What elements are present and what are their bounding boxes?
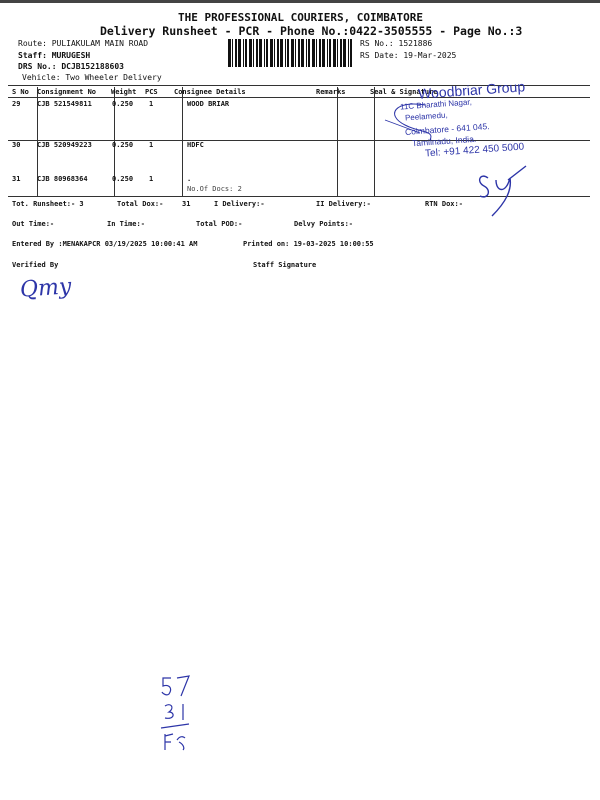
row-sno: 31 bbox=[12, 175, 21, 183]
barcode-bar bbox=[316, 39, 317, 67]
barcode-bar bbox=[291, 39, 294, 67]
barcode-bar bbox=[295, 39, 296, 67]
row-weight: 0.250 bbox=[112, 141, 134, 149]
row-weight: 0.250 bbox=[112, 175, 134, 183]
drs-no: DRS No.: DCJB152188603 bbox=[18, 62, 124, 71]
stamp-swirl bbox=[384, 103, 432, 141]
col-sno: S No bbox=[12, 88, 29, 96]
barcode-bar bbox=[329, 39, 331, 67]
barcode-bar bbox=[228, 39, 231, 67]
row-consignment: CJB 521549811 bbox=[37, 100, 92, 108]
barcode-bar bbox=[312, 39, 315, 67]
barcode-bar bbox=[322, 39, 325, 67]
barcode-bar bbox=[343, 39, 346, 67]
barcode-bar bbox=[350, 39, 352, 67]
row-pcs: 1 bbox=[149, 141, 154, 149]
col-divider bbox=[374, 87, 375, 197]
row-sno: 30 bbox=[12, 141, 21, 149]
row-consignee: . bbox=[187, 175, 192, 183]
table-bottom-line bbox=[8, 196, 590, 197]
col-consignee: Consignee Details bbox=[174, 88, 246, 96]
rtn-dox: RTN Dox:- bbox=[425, 200, 463, 208]
barcode-bar bbox=[274, 39, 275, 67]
barcode-bar bbox=[280, 39, 283, 67]
col-divider bbox=[37, 87, 38, 197]
staff: Staff: MURUGESH bbox=[18, 51, 91, 60]
entered-by: Entered By :MENAKAPCR 03/19/2025 10:00:4… bbox=[12, 240, 198, 248]
barcode-bar bbox=[308, 39, 310, 67]
row-consignee: HDFC bbox=[187, 141, 204, 149]
barcode-bar bbox=[253, 39, 254, 67]
col-divider bbox=[114, 87, 115, 197]
barcode-bar bbox=[264, 39, 265, 67]
handwritten-note bbox=[160, 675, 190, 751]
out-time: Out Time:- bbox=[12, 220, 55, 228]
barcode-bar bbox=[266, 39, 268, 67]
printed-on: Printed on: 19-03-2025 10:00:55 bbox=[243, 240, 374, 248]
barcode-bar bbox=[270, 39, 273, 67]
col-weight: Weight bbox=[111, 88, 137, 96]
row-consignment: CJB 520949223 bbox=[37, 141, 92, 149]
verified-initials-handwriting: Qmy bbox=[19, 274, 73, 303]
barcode-bar bbox=[348, 39, 349, 67]
barcode-bar bbox=[285, 39, 286, 67]
barcode bbox=[228, 39, 352, 67]
barcode-bar bbox=[333, 39, 336, 67]
total-dox-label: Total Dox:- bbox=[117, 200, 164, 208]
runsheet-subtitle: Delivery Runsheet - PCR - Phone No.:0422… bbox=[100, 24, 523, 38]
delvy-points: Delvy Points:- bbox=[294, 220, 354, 228]
barcode-bar bbox=[256, 39, 258, 67]
vehicle: Vehicle: Two Wheeler Delivery bbox=[22, 73, 162, 82]
total-pod: Total POD:- bbox=[196, 220, 243, 228]
staff-signature: Staff Signature bbox=[253, 261, 317, 269]
barcode-bar bbox=[306, 39, 307, 67]
col-remarks: Remarks bbox=[316, 88, 346, 96]
row-pcs: 1 bbox=[149, 100, 154, 108]
barcode-bar bbox=[243, 39, 244, 67]
table-header-line bbox=[8, 97, 590, 98]
barcode-bar bbox=[259, 39, 262, 67]
barcode-bar bbox=[245, 39, 247, 67]
barcode-bar bbox=[298, 39, 300, 67]
row-consignment: CJB 80968364 bbox=[37, 175, 88, 183]
rs-no: RS No.: 1521886 bbox=[360, 39, 433, 48]
row-weight: 0.250 bbox=[112, 100, 134, 108]
barcode-bar bbox=[301, 39, 304, 67]
barcode-bar bbox=[232, 39, 233, 67]
barcode-bar bbox=[238, 39, 241, 67]
ii-delivery: II Delivery:- bbox=[316, 200, 371, 208]
table-top-line bbox=[8, 85, 590, 86]
barcode-bar bbox=[327, 39, 328, 67]
barcode-bar bbox=[340, 39, 342, 67]
col-divider bbox=[337, 87, 338, 197]
row-note: No.Of Docs: 2 bbox=[187, 185, 242, 193]
row-pcs: 1 bbox=[149, 175, 154, 183]
verified-by: Verified By bbox=[12, 261, 59, 269]
row-divider bbox=[8, 140, 590, 141]
i-delivery: I Delivery:- bbox=[214, 200, 265, 208]
in-time: In Time:- bbox=[107, 220, 145, 228]
col-consignment: Consignment No bbox=[37, 88, 97, 96]
total-dox-value: 31 bbox=[182, 200, 191, 208]
barcode-bar bbox=[337, 39, 338, 67]
barcode-bar bbox=[319, 39, 321, 67]
row-consignee: WOOD BRIAR bbox=[187, 100, 230, 108]
barcode-bar bbox=[277, 39, 279, 67]
col-divider bbox=[182, 87, 183, 197]
barcode-bar bbox=[287, 39, 289, 67]
company-title: THE PROFESSIONAL COURIERS, COIMBATORE bbox=[178, 11, 424, 24]
barcode-bar bbox=[235, 39, 237, 67]
scan-edge bbox=[0, 0, 600, 3]
col-pcs: PCS bbox=[145, 88, 158, 96]
route: Route: PULIAKULAM MAIN ROAD bbox=[18, 39, 149, 48]
col-seal: Seal & Signature bbox=[370, 88, 438, 96]
tot-runsheet: Tot. Runsheet:- 3 bbox=[12, 200, 84, 208]
rs-date: RS Date: 19-Mar-2025 bbox=[360, 51, 457, 60]
barcode-bar bbox=[249, 39, 252, 67]
row-sno: 29 bbox=[12, 100, 21, 108]
seal-signature bbox=[478, 165, 527, 217]
